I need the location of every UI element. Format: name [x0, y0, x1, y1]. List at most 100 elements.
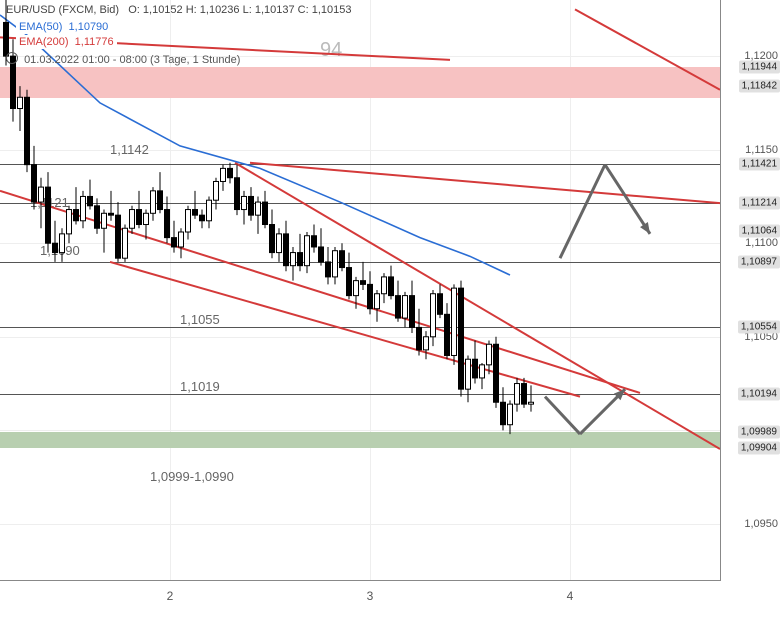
grid-line	[0, 150, 720, 151]
candle	[179, 232, 184, 247]
symbol-text: EUR/USD (FXCM, Bid)	[6, 4, 119, 16]
trendline	[235, 163, 720, 449]
candle	[347, 268, 352, 296]
chart-annotation: 1,1019	[180, 379, 220, 394]
price-marker: 1,10554	[738, 320, 780, 333]
candle	[340, 251, 345, 268]
candle	[305, 236, 310, 266]
candle	[193, 210, 198, 216]
candle	[410, 296, 415, 328]
projection-arrow	[605, 165, 650, 234]
support-line	[0, 394, 720, 395]
candle	[326, 262, 331, 277]
y-tick-label: 1,1150	[745, 144, 778, 156]
arrowhead-icon	[640, 222, 650, 234]
candle	[333, 251, 338, 277]
candle	[137, 210, 142, 225]
candle	[445, 314, 450, 355]
candle	[529, 402, 534, 404]
projection-arrow	[580, 389, 625, 434]
support-line	[0, 203, 720, 204]
candle	[403, 296, 408, 318]
candle	[354, 281, 359, 296]
candle	[200, 215, 205, 221]
x-tick-label: 3	[367, 589, 374, 603]
candle	[165, 210, 170, 238]
candle	[81, 196, 86, 220]
candle	[74, 210, 79, 221]
ohlc-text: O: 1,10152 H: 1,10236 L: 1,10137 C: 1,10…	[128, 4, 351, 16]
price-marker: 1,10194	[738, 388, 780, 401]
price-marker: 1,09989	[738, 426, 780, 439]
chart-annotation: 1,1090	[40, 243, 80, 258]
candle	[235, 178, 240, 210]
price-marker: 1,09904	[738, 442, 780, 455]
candle	[67, 210, 72, 234]
candle	[25, 97, 30, 164]
candle	[270, 225, 275, 253]
y-axis: 1,09501,10001,10501,11001,11501,12001,11…	[720, 0, 780, 580]
y-tick-label: 1,0950	[744, 518, 778, 530]
x-axis: 2 3 4	[0, 580, 720, 625]
price-marker: 1,11944	[739, 60, 780, 73]
x-tick-label: 4	[567, 589, 574, 603]
candle	[144, 213, 149, 224]
candle	[109, 213, 114, 215]
candle	[473, 359, 478, 378]
chart-container: 1,11421,11211,10901,10551,10191,0999-1,0…	[0, 0, 780, 625]
candle	[249, 196, 254, 215]
grid-line	[0, 243, 720, 244]
candle	[466, 359, 471, 389]
price-marker: 1,11064	[739, 225, 780, 238]
candle	[459, 288, 464, 389]
chart-header: EUR/USD (FXCM, Bid) O: 1,10152 H: 1,1023…	[6, 4, 351, 16]
candle	[438, 294, 443, 315]
chart-annotation: 1,1121	[30, 195, 69, 210]
chart-annotation: 94	[320, 39, 342, 62]
candle	[298, 253, 303, 266]
candle	[228, 168, 233, 177]
candle	[284, 234, 289, 266]
candle	[452, 288, 457, 355]
chart-annotation: 1,1055	[180, 312, 220, 327]
candle	[396, 296, 401, 318]
candle	[221, 168, 226, 181]
price-zone	[0, 432, 720, 448]
projection-arrow	[545, 397, 580, 434]
trendline	[0, 191, 640, 393]
grid-line	[0, 337, 720, 338]
ema200-label: EMA(200) 1,11776	[16, 35, 117, 49]
candle	[312, 236, 317, 247]
candle	[319, 247, 324, 262]
grid-line	[0, 430, 720, 431]
candle	[382, 277, 387, 294]
candle	[263, 202, 268, 224]
candle	[508, 404, 513, 425]
price-marker: 1,11214	[739, 197, 780, 210]
candle	[431, 294, 436, 337]
candle	[130, 210, 135, 229]
support-line	[0, 327, 720, 328]
y-tick-label: 1,1100	[745, 237, 778, 249]
chart-annotation: 1,1142	[110, 142, 149, 157]
price-marker: 1,11421	[739, 158, 780, 171]
candle	[158, 191, 163, 210]
candle	[417, 327, 422, 349]
x-tick-label: 2	[167, 589, 174, 603]
trendline	[110, 262, 580, 397]
candle	[95, 206, 100, 228]
support-line	[0, 164, 720, 165]
candle	[116, 215, 121, 258]
trendline	[250, 163, 720, 203]
clock-icon	[6, 52, 18, 64]
candle	[291, 253, 296, 266]
candle	[18, 97, 23, 108]
candle	[375, 294, 380, 309]
candle	[424, 337, 429, 350]
candle	[389, 277, 394, 296]
plot-area[interactable]: 1,11421,11211,10901,10551,10191,0999-1,0…	[0, 0, 721, 581]
price-marker: 1,11842	[739, 79, 780, 92]
ema50-label: EMA(50) 1,10790	[16, 20, 111, 34]
timeframe-label: 01.03.2022 01:00 - 08:00 (3 Tage, 1 Stun…	[6, 52, 240, 66]
price-zone	[0, 67, 720, 98]
